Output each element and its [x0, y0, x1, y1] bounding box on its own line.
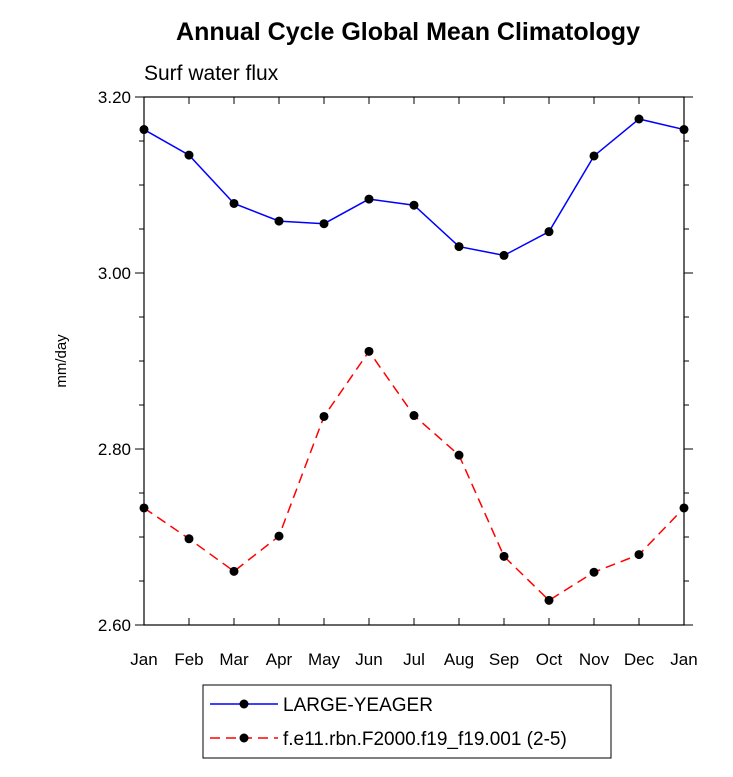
x-tick-label: Sep [489, 650, 519, 669]
series-line-1 [143, 118, 685, 257]
data-point-series-1 [544, 227, 554, 237]
data-point-series-1 [634, 114, 644, 124]
data-point-series-1 [229, 198, 239, 208]
data-point-series-1 [319, 219, 329, 229]
series-layer [139, 114, 689, 605]
x-tick-label: Apr [266, 650, 293, 669]
x-tick-label: Aug [444, 650, 474, 669]
series-line-2 [143, 350, 685, 602]
y-tick-label: 3.20 [98, 88, 131, 107]
y-tick-label: 2.80 [98, 440, 131, 459]
x-tick-label: Dec [624, 650, 655, 669]
data-point-series-2 [544, 595, 554, 605]
axis-ticks: Jan Feb Mar Apr May Jun Jul Aug Sep Oct Nov Dec Jan 2… [98, 88, 698, 669]
chart-title: Annual Cycle Global Mean Climatology [176, 18, 640, 46]
data-point-series-1 [274, 216, 284, 226]
x-tick-label: Jul [403, 650, 425, 669]
legend: LARGE-YEAGER f.e11.rbn.F2000.f19_f19.001… [202, 684, 612, 759]
x-tick-label: Jan [130, 650, 157, 669]
y-tick-label: 3.00 [98, 264, 131, 283]
data-point-series-2 [499, 551, 509, 561]
data-point-series-1 [184, 150, 194, 160]
data-point-series-1 [364, 194, 374, 204]
x-tick-label: Mar [219, 650, 249, 669]
data-point-series-2 [679, 503, 689, 513]
data-point-series-1 [409, 200, 419, 210]
data-point-series-2 [634, 550, 644, 560]
data-point-series-2 [364, 346, 374, 356]
y-tick-label: 2.60 [98, 616, 131, 635]
data-point-series-1 [589, 151, 599, 161]
data-point-series-2 [319, 411, 329, 421]
x-tick-label: Nov [579, 650, 610, 669]
x-tick-label: May [308, 650, 341, 669]
x-tick-label: Oct [536, 650, 563, 669]
data-point-series-2 [139, 503, 149, 513]
x-tick-label: Jun [355, 650, 382, 669]
legend-marker-series-1 [239, 699, 249, 709]
x-tick-label: Jan [670, 650, 697, 669]
data-point-series-2 [184, 534, 194, 544]
legend-label-series-1: LARGE-YEAGER [283, 695, 433, 716]
y-axis-label: mm/day [53, 334, 70, 388]
legend-label-series-2: f.e11.rbn.F2000.f19_f19.001 (2-5) [283, 729, 567, 750]
data-point-series-2 [454, 450, 464, 460]
legend-box [202, 684, 612, 759]
data-point-series-2 [409, 411, 419, 421]
data-point-series-1 [454, 242, 464, 252]
data-point-series-2 [229, 566, 239, 576]
data-point-series-2 [274, 531, 284, 541]
data-point-series-1 [679, 125, 689, 135]
data-point-series-1 [499, 250, 509, 260]
plot-frame [143, 96, 685, 626]
x-tick-label: Feb [174, 650, 203, 669]
legend-marker-series-2 [239, 733, 249, 743]
chart-subtitle: Surf water flux [144, 62, 279, 85]
data-point-series-1 [139, 125, 149, 135]
data-point-series-2 [589, 567, 599, 577]
